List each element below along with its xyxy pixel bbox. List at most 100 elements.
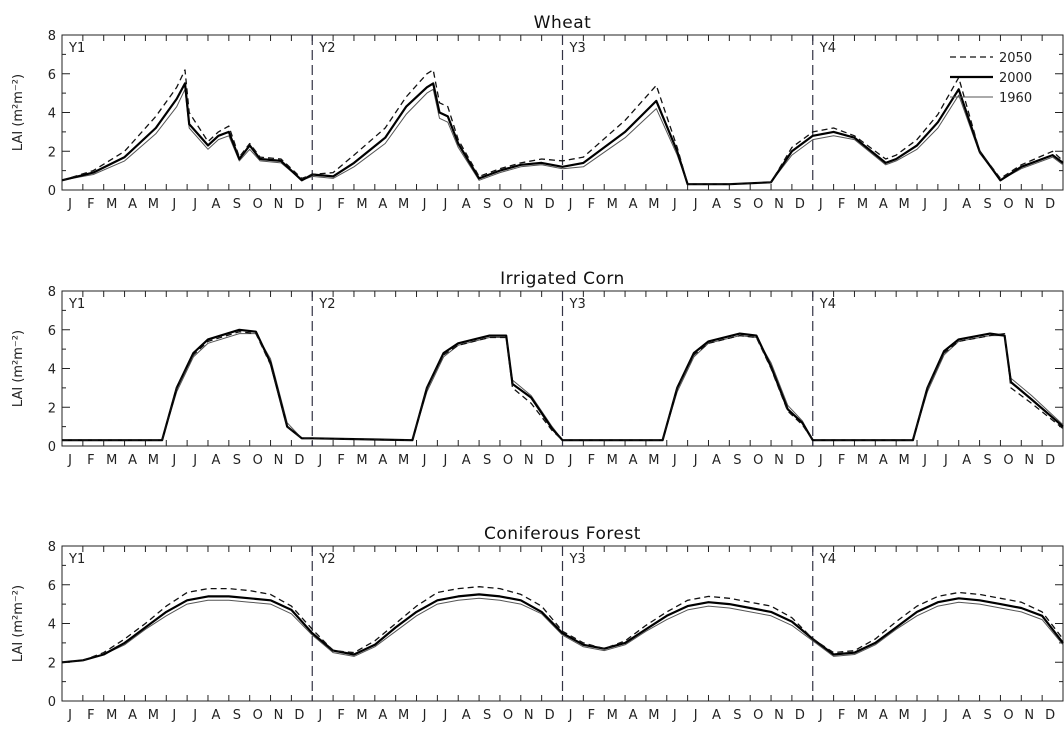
x-tick-label: F xyxy=(588,453,595,468)
x-tick-label: J xyxy=(422,453,427,468)
x-tick-label: A xyxy=(462,708,471,723)
panel-title: Irrigated Corn xyxy=(500,269,625,289)
x-tick-label: J xyxy=(317,197,322,212)
x-tick-label: J xyxy=(818,197,823,212)
year-label: Y1 xyxy=(68,297,85,312)
x-tick-label: N xyxy=(524,708,534,723)
y-tick-label: 6 xyxy=(48,324,56,339)
x-tick-label: O xyxy=(253,708,263,723)
x-tick-label: O xyxy=(1003,197,1013,212)
year-label: Y3 xyxy=(569,41,586,56)
x-tick-label: D xyxy=(294,453,304,468)
x-tick-label: M xyxy=(106,453,117,468)
x-tick-label: M xyxy=(356,453,367,468)
x-tick-label: J xyxy=(171,197,176,212)
x-tick-label: M xyxy=(398,708,409,723)
x-tick-label: S xyxy=(983,708,991,723)
x-tick-label: N xyxy=(524,453,534,468)
x-tick-label: M xyxy=(648,708,659,723)
series-line-2000 xyxy=(61,82,1064,186)
y-tick-label: 0 xyxy=(48,184,56,199)
x-tick-label: A xyxy=(212,197,221,212)
legend-label: 2050 xyxy=(999,51,1032,66)
x-tick-label: D xyxy=(1045,197,1055,212)
x-tick-label: D xyxy=(294,708,304,723)
x-tick-label: D xyxy=(1045,708,1055,723)
x-tick-label: J xyxy=(672,453,677,468)
x-tick-label: N xyxy=(774,708,784,723)
x-tick-label: J xyxy=(317,708,322,723)
y-tick-label: 4 xyxy=(48,618,56,633)
x-tick-label: M xyxy=(857,708,868,723)
x-tick-label: O xyxy=(503,708,513,723)
x-tick-label: M xyxy=(648,453,659,468)
y-axis-label: LAI (m²m⁻²) xyxy=(11,74,26,151)
x-tick-label: J xyxy=(943,453,948,468)
x-tick-label: A xyxy=(962,197,971,212)
series-line-1960 xyxy=(61,88,1064,185)
y-tick-label: 8 xyxy=(48,29,56,44)
x-tick-label: A xyxy=(629,453,638,468)
x-tick-label: D xyxy=(795,708,805,723)
x-tick-label: D xyxy=(795,453,805,468)
x-tick-label: S xyxy=(983,453,991,468)
x-tick-label: M xyxy=(899,197,910,212)
x-tick-label: S xyxy=(733,453,741,468)
x-tick-label: J xyxy=(67,708,72,723)
y-tick-label: 2 xyxy=(48,145,56,160)
x-tick-label: A xyxy=(128,197,137,212)
x-tick-label: O xyxy=(753,197,763,212)
year-label: Y2 xyxy=(318,297,335,312)
year-label: Y4 xyxy=(819,41,836,56)
y-axis-label: LAI (m²m⁻²) xyxy=(11,585,26,662)
panel-title: Coniferous Forest xyxy=(484,524,641,544)
x-tick-label: J xyxy=(317,453,322,468)
panel-title: Wheat xyxy=(534,13,592,33)
x-tick-label: J xyxy=(943,708,948,723)
x-tick-label: J xyxy=(67,197,72,212)
series-line-2050 xyxy=(62,331,1064,441)
y-tick-label: 6 xyxy=(48,579,56,594)
x-tick-label: M xyxy=(607,197,618,212)
x-tick-label: F xyxy=(87,197,94,212)
x-tick-label: S xyxy=(483,708,491,723)
x-tick-label: A xyxy=(128,708,137,723)
x-tick-label: N xyxy=(1024,197,1034,212)
x-tick-label: J xyxy=(693,708,698,723)
x-tick-label: F xyxy=(838,197,845,212)
y-tick-label: 8 xyxy=(48,285,56,300)
y-tick-label: 0 xyxy=(48,440,56,455)
x-tick-label: M xyxy=(148,197,159,212)
x-tick-label: S xyxy=(483,197,491,212)
x-tick-label: A xyxy=(378,197,387,212)
x-tick-label: J xyxy=(568,708,573,723)
year-label: Y3 xyxy=(569,552,586,567)
x-tick-label: J xyxy=(568,453,573,468)
x-tick-label: A xyxy=(962,708,971,723)
x-tick-label: M xyxy=(899,708,910,723)
series-line-2050 xyxy=(61,586,1064,663)
x-tick-label: S xyxy=(233,197,241,212)
x-tick-label: M xyxy=(356,197,367,212)
x-tick-label: J xyxy=(672,708,677,723)
y-tick-label: 0 xyxy=(48,695,56,710)
x-tick-label: M xyxy=(607,708,618,723)
x-tick-label: O xyxy=(253,453,263,468)
x-tick-label: S xyxy=(733,708,741,723)
x-tick-label: J xyxy=(693,197,698,212)
x-tick-label: A xyxy=(212,453,221,468)
x-tick-label: J xyxy=(192,197,197,212)
x-tick-label: M xyxy=(148,453,159,468)
x-tick-label: O xyxy=(1003,453,1013,468)
x-tick-label: N xyxy=(774,197,784,212)
series-line-2000 xyxy=(61,593,1064,664)
x-tick-label: S xyxy=(983,197,991,212)
x-tick-label: J xyxy=(672,197,677,212)
year-label: Y1 xyxy=(68,552,85,567)
x-tick-label: J xyxy=(171,453,176,468)
x-tick-label: J xyxy=(192,453,197,468)
x-tick-label: F xyxy=(337,197,344,212)
x-tick-label: A xyxy=(879,708,888,723)
x-tick-label: J xyxy=(442,197,447,212)
